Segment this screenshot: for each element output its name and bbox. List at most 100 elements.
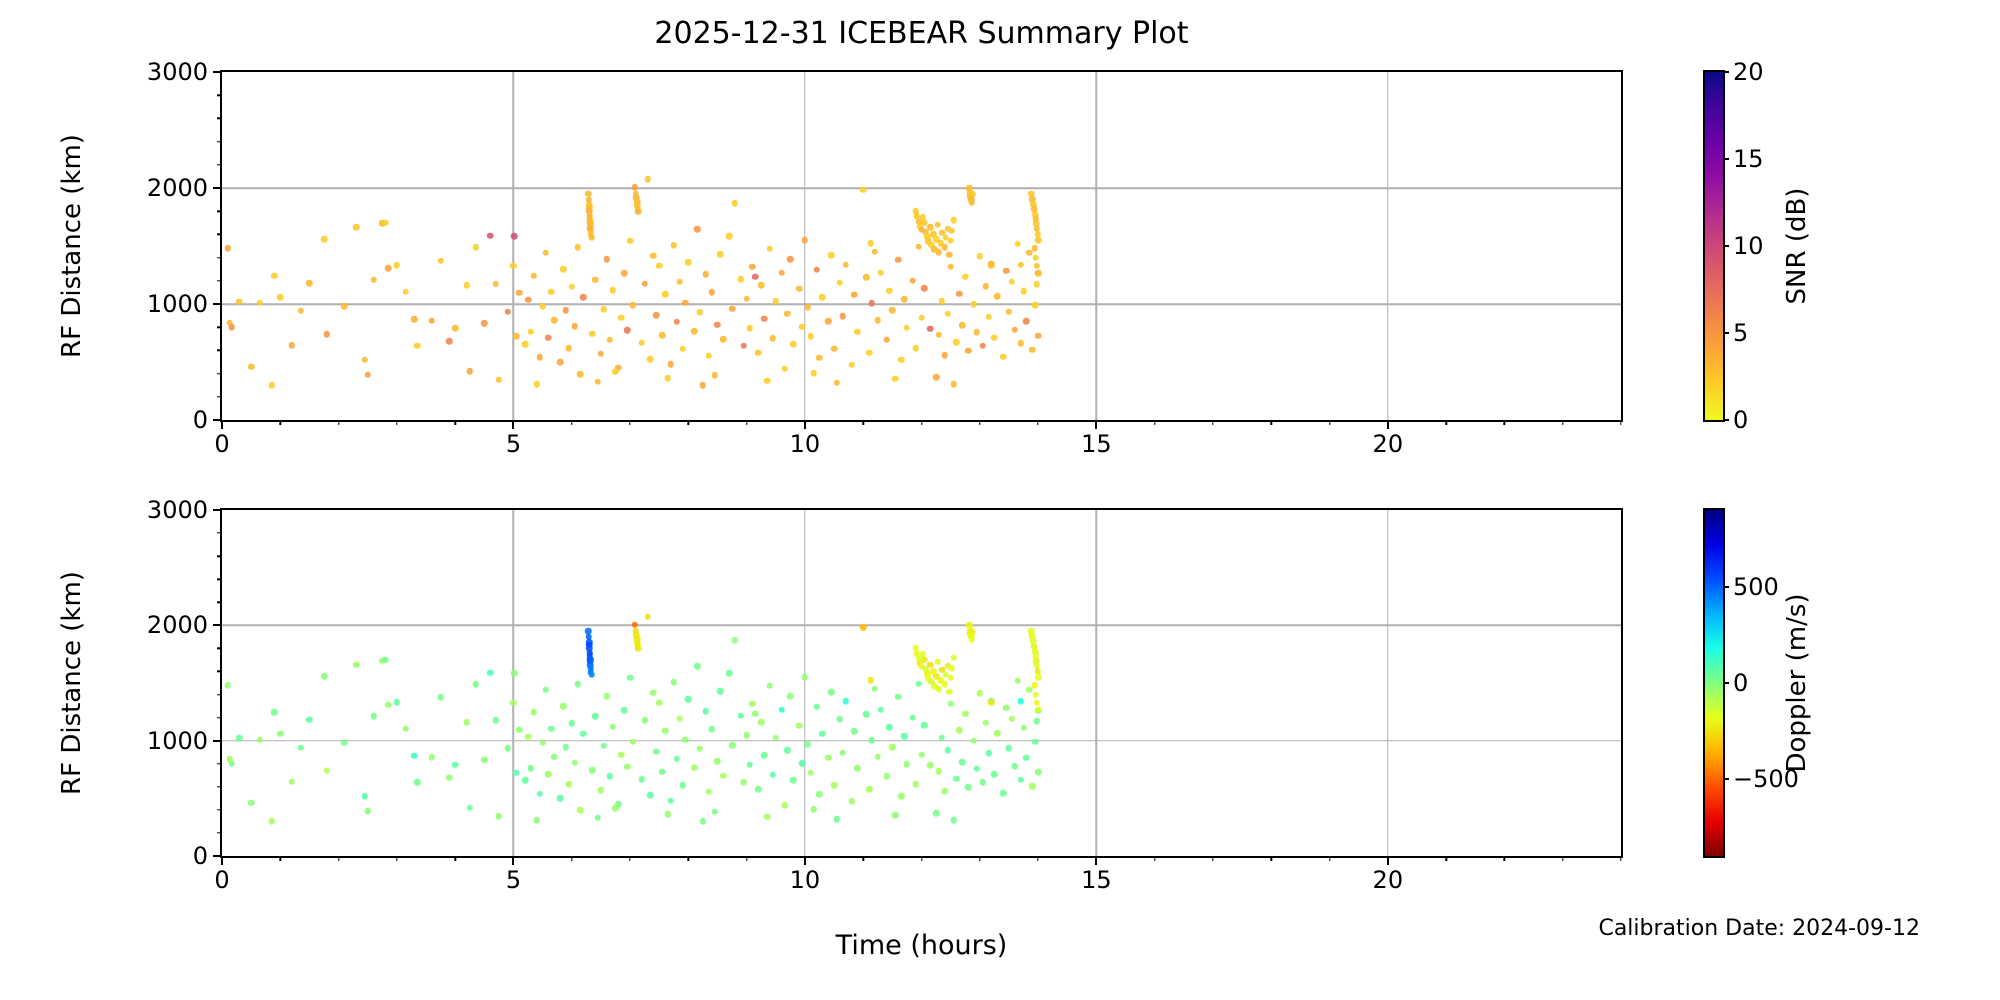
data-point <box>944 225 951 232</box>
data-point <box>530 709 538 716</box>
data-point <box>813 703 820 710</box>
data-point <box>693 225 701 233</box>
data-point <box>384 264 392 272</box>
x-minor-tick <box>920 420 923 425</box>
data-point <box>277 293 284 301</box>
data-point <box>536 354 543 361</box>
data-point <box>784 747 791 754</box>
data-point <box>1026 686 1033 694</box>
data-point <box>1034 769 1042 776</box>
colorbar-tick-label: 15 <box>1733 145 1764 173</box>
data-point <box>912 645 919 652</box>
data-point <box>472 243 479 251</box>
data-point <box>991 334 998 341</box>
data-point <box>720 772 727 780</box>
x-gridline <box>1387 72 1389 420</box>
data-point <box>877 706 884 713</box>
data-point <box>574 243 581 251</box>
data-point <box>533 816 541 824</box>
data-point <box>673 755 680 762</box>
data-point <box>361 792 369 800</box>
data-point <box>950 654 957 661</box>
data-point <box>979 342 986 349</box>
x-tick-label: 0 <box>214 430 230 458</box>
data-point <box>816 354 823 362</box>
data-point <box>486 669 494 676</box>
data-point <box>919 650 926 658</box>
colorbar-tick <box>1723 332 1729 334</box>
data-point <box>947 700 954 707</box>
x-major-tick <box>221 856 223 865</box>
data-point <box>571 759 578 766</box>
data-point <box>790 340 797 348</box>
data-point <box>1031 682 1038 689</box>
colorbar-tick <box>1723 71 1729 73</box>
data-point <box>714 321 721 329</box>
x-tick-label: 15 <box>1081 430 1112 458</box>
data-point <box>1033 657 1040 665</box>
data-point <box>743 295 750 303</box>
y-major-tick <box>213 419 222 421</box>
data-point <box>633 635 641 643</box>
data-point <box>655 699 663 706</box>
x-major-tick <box>1095 420 1098 429</box>
y-minor-tick <box>217 233 222 236</box>
doppler-colorbar-label: Doppler (m/s) <box>1782 593 1812 773</box>
data-point <box>463 718 471 726</box>
data-point <box>516 726 523 733</box>
x-minor-tick <box>745 856 748 861</box>
data-point <box>913 213 921 220</box>
y-minor-tick <box>217 396 222 398</box>
data-point <box>1032 691 1039 698</box>
data-point <box>463 282 471 289</box>
data-point <box>932 810 940 817</box>
data-point <box>787 693 794 700</box>
data-point <box>539 739 546 747</box>
data-point <box>807 333 814 340</box>
x-gridline <box>512 510 515 856</box>
data-point <box>939 666 946 673</box>
data-point <box>587 224 594 232</box>
data-point <box>921 656 928 664</box>
y-minor-tick <box>217 693 222 696</box>
data-point <box>226 755 233 763</box>
data-point <box>650 689 657 697</box>
data-point <box>1031 245 1038 252</box>
data-point <box>594 378 602 385</box>
data-point <box>1031 301 1039 309</box>
data-point <box>889 307 896 314</box>
data-point <box>472 680 479 688</box>
data-point <box>867 239 875 247</box>
data-point <box>446 774 453 781</box>
data-point <box>982 282 989 290</box>
data-point <box>950 217 957 224</box>
data-point <box>728 305 736 312</box>
data-point <box>970 737 978 744</box>
data-point <box>288 778 296 785</box>
data-point <box>510 669 518 677</box>
data-point <box>1029 633 1036 640</box>
data-point <box>587 661 594 669</box>
data-point <box>766 682 774 690</box>
data-point <box>521 777 529 784</box>
data-point <box>228 323 236 331</box>
data-point <box>925 675 932 682</box>
y-minor-tick <box>217 647 222 650</box>
x-gridline <box>1095 72 1098 420</box>
x-minor-tick <box>1562 856 1564 861</box>
data-point <box>946 688 953 695</box>
data-point <box>585 633 592 641</box>
calibration-date-text: Calibration Date: 2024-09-12 <box>1598 916 1920 941</box>
data-point <box>941 243 949 251</box>
x-gridline <box>1387 510 1389 856</box>
data-point <box>545 770 552 778</box>
data-point <box>912 344 919 352</box>
x-minor-tick <box>1212 420 1214 425</box>
data-point <box>916 660 923 667</box>
data-point <box>968 191 976 198</box>
data-point <box>658 768 666 776</box>
data-point <box>781 802 788 809</box>
data-point <box>842 261 849 268</box>
data-point <box>752 273 759 280</box>
data-point <box>862 274 870 281</box>
